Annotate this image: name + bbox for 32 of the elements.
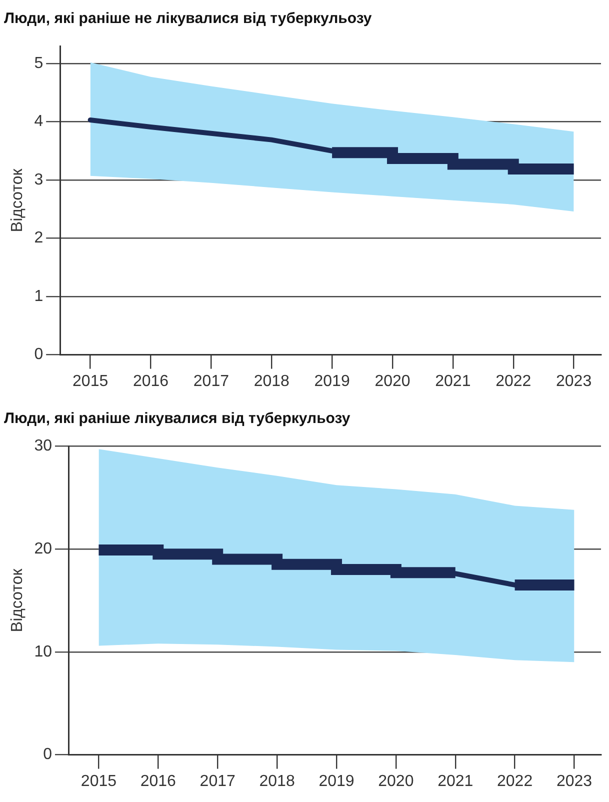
x-tick-label: 2023: [556, 372, 592, 390]
x-tick-label: 2017: [193, 372, 230, 390]
y-tick-label: 0: [43, 746, 52, 764]
x-tick-label: 2018: [259, 772, 295, 790]
x-tick-label: 2017: [200, 772, 236, 790]
x-tick-label: 2019: [314, 372, 350, 390]
x-tick-label: 2016: [140, 772, 176, 790]
x-tick-label: 2020: [374, 372, 410, 390]
chart-title: Люди, які раніше не лікувалися від туберкульозу: [4, 10, 372, 28]
x-tick-label: 2016: [132, 372, 169, 390]
x-tick-label: 2020: [378, 772, 414, 790]
y-tick-label: 2: [34, 230, 44, 247]
x-tick-label: 2021: [438, 772, 474, 790]
chart-title: Люди, які раніше лікувалися від туберкульозу: [4, 410, 351, 428]
x-tick-label: 2015: [72, 372, 108, 390]
y-tick-label: 0: [34, 346, 44, 364]
y-tick-label: 5: [34, 54, 44, 72]
y-tick-label: 1: [34, 288, 44, 305]
x-tick-label: 2022: [497, 772, 533, 790]
x-tick-label: 2018: [254, 372, 290, 390]
x-tick-label: 2022: [496, 372, 532, 390]
x-tick-label: 2019: [318, 772, 354, 790]
x-tick-label: 2015: [80, 772, 117, 790]
x-tick-label: 2021: [435, 372, 471, 390]
y-tick-label: 30: [34, 437, 52, 454]
y-tick-label: 10: [34, 643, 52, 660]
y-tick-label: 4: [34, 113, 44, 130]
y-tick-label: 20: [34, 540, 52, 558]
y-tick-label: 3: [34, 171, 44, 188]
y-axis-title: Відсоток: [9, 568, 26, 632]
x-tick-label: 2023: [556, 772, 592, 790]
y-axis-title: Відсоток: [9, 168, 26, 232]
